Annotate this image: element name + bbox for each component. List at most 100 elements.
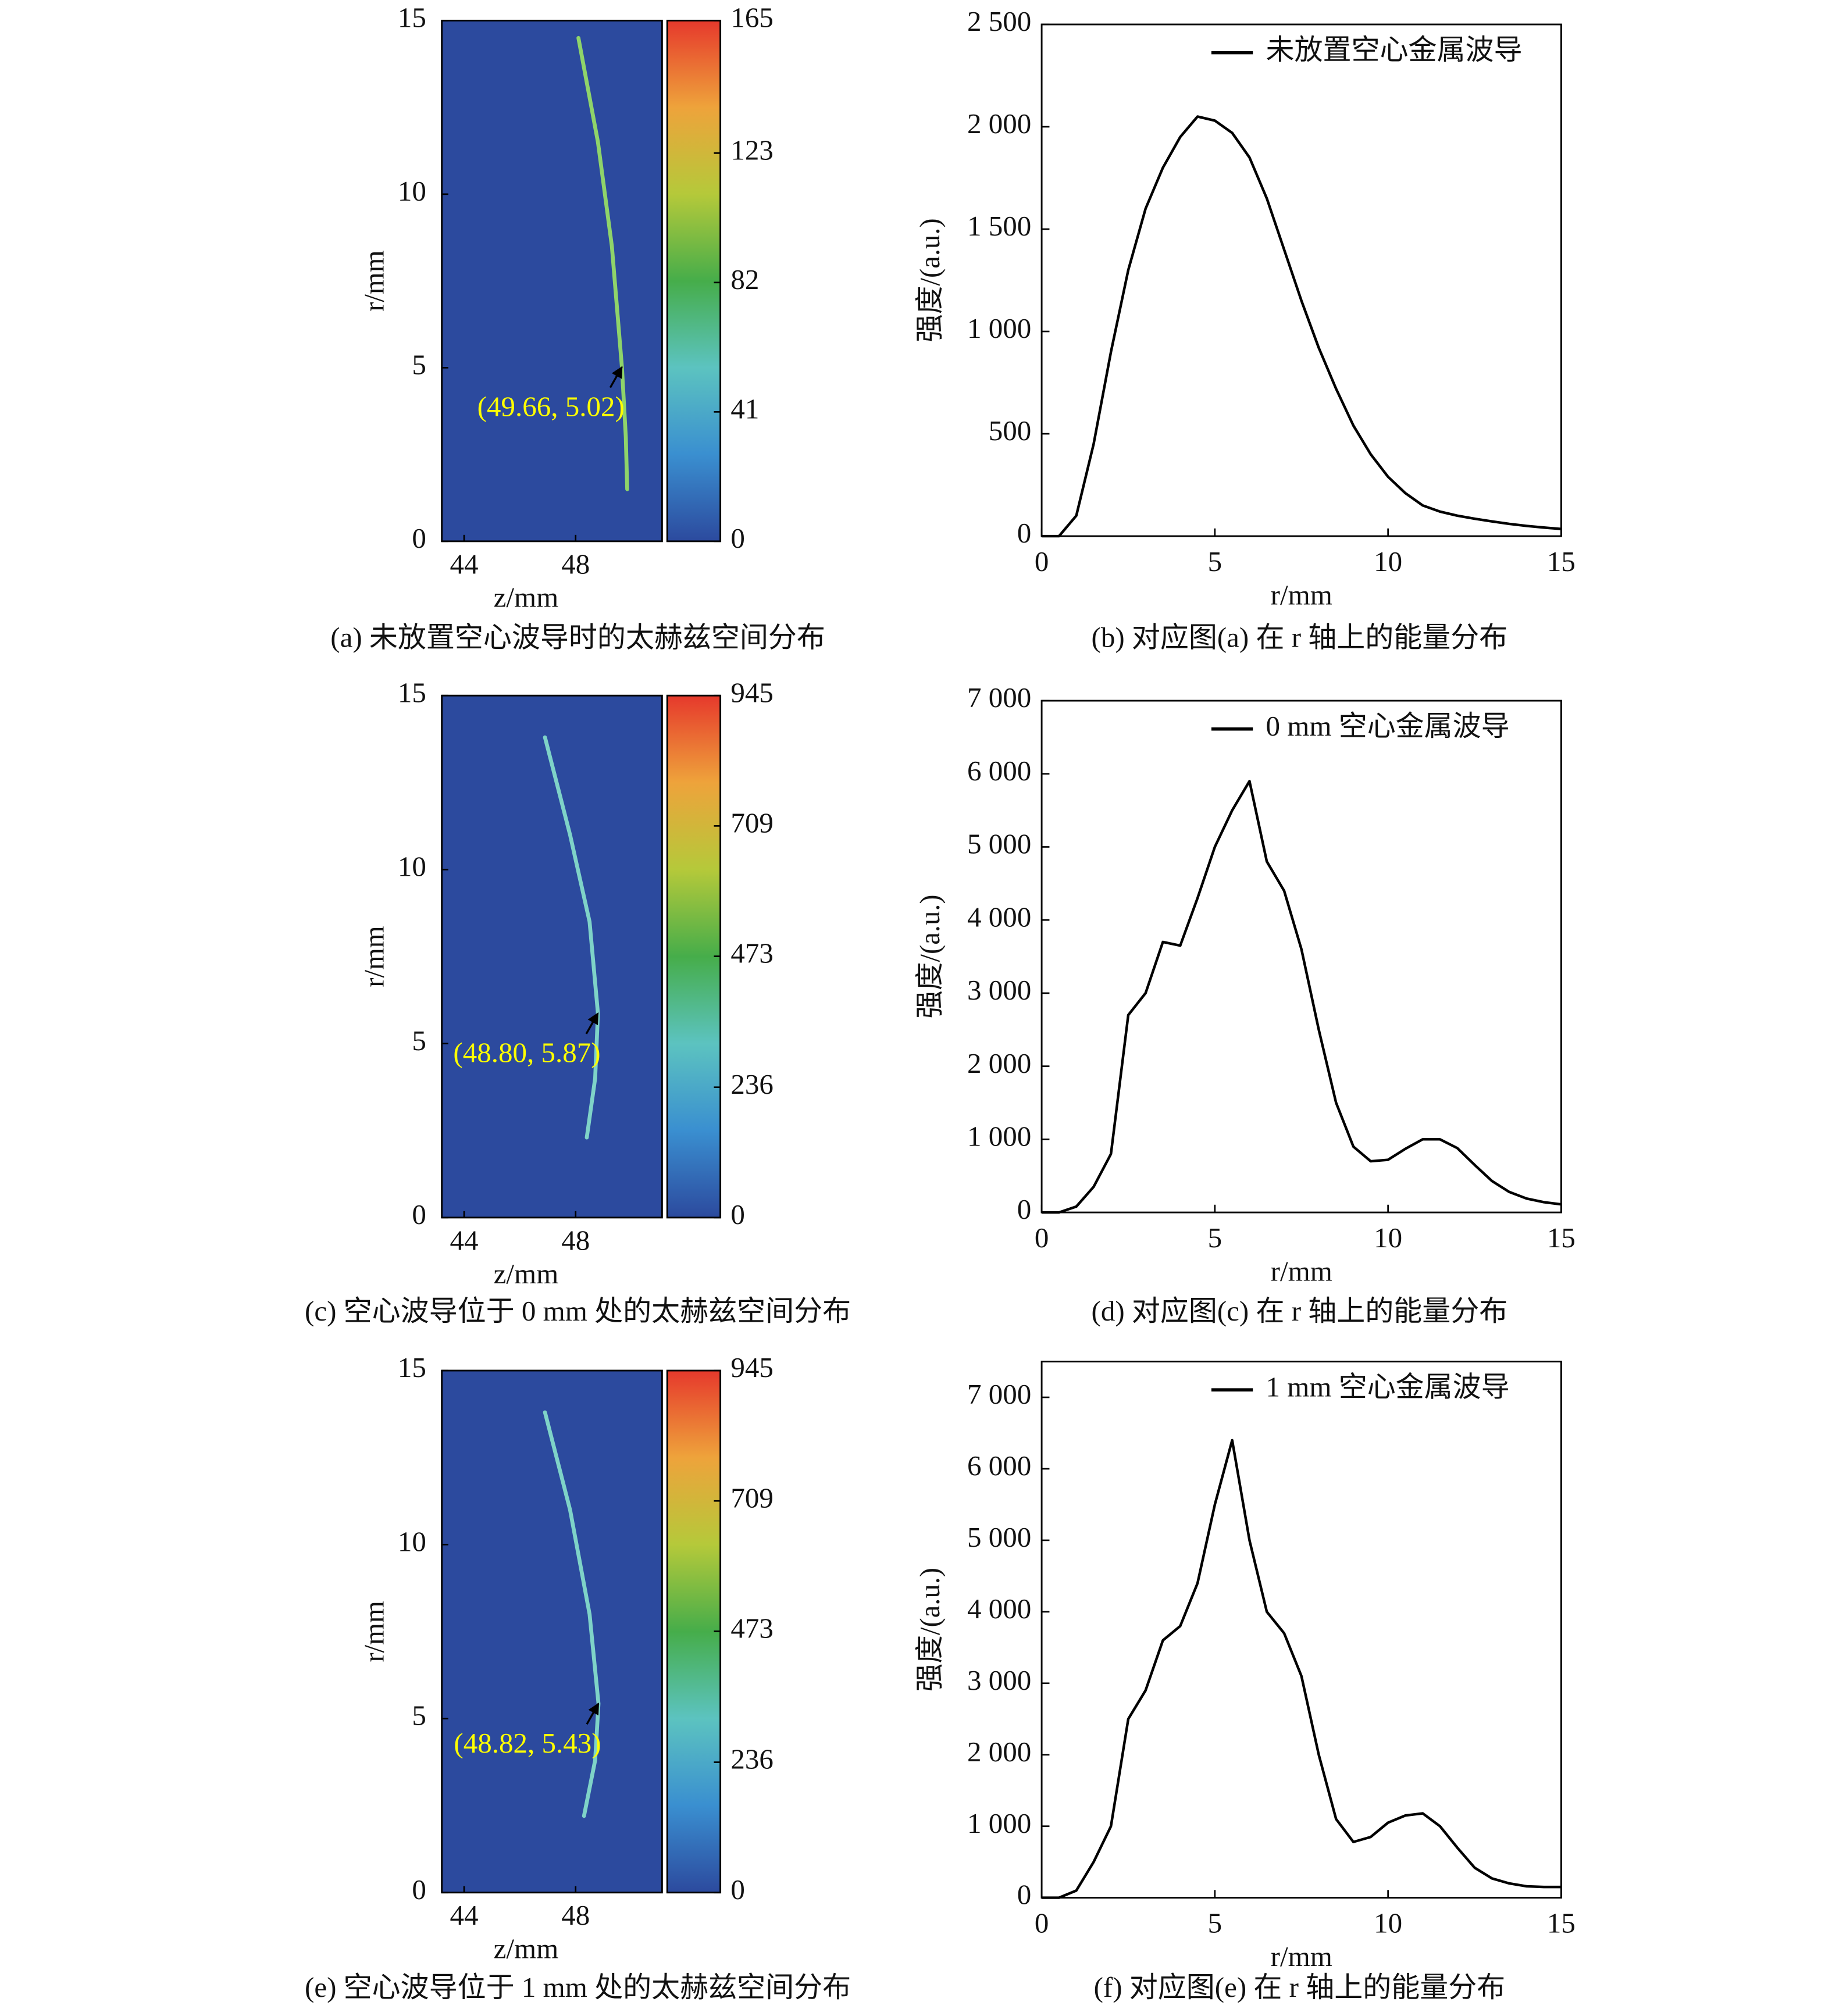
y-tick-label: 5 000 xyxy=(967,828,1031,860)
x-axis-label: z/mm xyxy=(494,1258,559,1290)
colorbar xyxy=(666,694,722,1219)
x-tick-label: 10 xyxy=(1374,1222,1402,1254)
y-tick-label: 7 000 xyxy=(967,681,1031,713)
x-tick-label: 44 xyxy=(450,548,479,580)
y-tick-label: 1 000 xyxy=(967,1121,1031,1152)
y-tick-label: 2 000 xyxy=(967,1736,1031,1768)
y-tick-label: 1 500 xyxy=(967,210,1031,242)
y-axis-label: 强度/(a.u.) xyxy=(914,218,946,342)
x-tick-label: 48 xyxy=(561,1899,590,1931)
x-tick-label: 0 xyxy=(1035,1222,1049,1254)
caption: (c) 空心波导位于 0 mm 处的太赫兹空间分布 xyxy=(305,1295,851,1327)
colorbar-tick-label: 41 xyxy=(730,393,759,425)
y-tick-label: 2 500 xyxy=(967,5,1031,37)
plot-frame xyxy=(441,1369,663,1894)
heatmap-background xyxy=(441,20,662,541)
x-tick-label: 10 xyxy=(1374,545,1402,577)
y-tick-label: 5 000 xyxy=(967,1521,1031,1553)
x-axis-label: r/mm xyxy=(1271,1255,1332,1287)
x-tick-label: 0 xyxy=(1035,545,1049,577)
y-tick-label: 15 xyxy=(398,1351,426,1383)
colorbar-tick-label: 709 xyxy=(730,807,773,839)
colorbar-tick-label: 473 xyxy=(730,1612,773,1644)
y-tick-label: 10 xyxy=(398,851,426,883)
colorbar-tick-label: 0 xyxy=(730,522,744,554)
y-tick-label: 1 000 xyxy=(967,312,1031,344)
annotation-arrow xyxy=(585,1012,599,1034)
caption: (d) 对应图(c) 在 r 轴上的能量分布 xyxy=(1092,1295,1508,1327)
ridge xyxy=(543,1410,601,1818)
colorbar-tick-label: 165 xyxy=(730,2,773,34)
plot-frame xyxy=(1040,1361,1562,1899)
y-tick-label: 10 xyxy=(398,1526,426,1558)
colorbar-tick-label: 945 xyxy=(730,677,773,709)
y-tick-label: 4 000 xyxy=(967,1593,1031,1625)
x-tick-label: 5 xyxy=(1208,1222,1222,1254)
x-tick-label: 15 xyxy=(1547,1222,1576,1254)
y-axis-label: r/mm xyxy=(358,926,390,987)
plot-frame xyxy=(441,19,663,543)
x-tick-label: 44 xyxy=(450,1224,479,1256)
y-tick-label: 0 xyxy=(412,1198,426,1230)
y-tick-label: 5 xyxy=(412,1025,426,1057)
y-tick-label: 5 xyxy=(412,1700,426,1732)
colorbar-tick-label: 236 xyxy=(730,1068,773,1100)
x-axis-label: z/mm xyxy=(494,581,559,613)
annotation: (48.82, 5.43) xyxy=(454,1727,601,1759)
y-tick-label: 2 000 xyxy=(967,1047,1031,1079)
y-tick-label: 0 xyxy=(412,1874,426,1906)
y-tick-label: 0 xyxy=(1017,1879,1031,1911)
x-tick-label: 48 xyxy=(561,1224,590,1256)
x-tick-label: 5 xyxy=(1208,545,1222,577)
y-tick-label: 10 xyxy=(398,175,426,207)
y-tick-label: 6 000 xyxy=(967,755,1031,787)
colorbar-tick-label: 473 xyxy=(730,937,773,969)
y-tick-label: 0 xyxy=(1017,517,1031,549)
y-axis-label: r/mm xyxy=(358,1601,390,1662)
caption: (a) 未放置空心波导时的太赫兹空间分布 xyxy=(330,621,825,653)
ridge xyxy=(543,735,600,1140)
y-axis-label: 强度/(a.u.) xyxy=(914,1568,946,1692)
y-tick-label: 0 xyxy=(1017,1193,1031,1225)
y-tick-label: 5 xyxy=(412,349,426,381)
heatmap-background xyxy=(441,695,662,1218)
x-tick-label: 5 xyxy=(1208,1907,1222,1939)
line-series xyxy=(1042,115,1562,538)
y-tick-label: 7 000 xyxy=(967,1378,1031,1410)
colorbar-tick-label: 0 xyxy=(730,1198,744,1230)
colorbar-tick-label: 945 xyxy=(730,1351,773,1383)
legend-label: 未放置空心金属波导 xyxy=(1266,34,1522,66)
y-tick-label: 4 000 xyxy=(967,901,1031,933)
x-axis-label: z/mm xyxy=(494,1933,559,1965)
annotation: (48.80, 5.87) xyxy=(453,1037,600,1069)
y-tick-label: 500 xyxy=(989,415,1031,447)
plot-frame xyxy=(441,694,663,1219)
line-series xyxy=(1042,1439,1562,1899)
colorbar-tick-label: 236 xyxy=(730,1743,773,1775)
annotation: (49.66, 5.02) xyxy=(477,390,625,422)
ridge xyxy=(576,35,629,491)
x-tick-label: 44 xyxy=(450,1899,479,1931)
x-axis-label: r/mm xyxy=(1271,579,1332,611)
x-tick-label: 15 xyxy=(1547,1907,1576,1939)
annotation-arrow xyxy=(609,366,623,388)
y-tick-label: 0 xyxy=(412,522,426,554)
plot-frame xyxy=(1040,700,1562,1214)
plot-frame xyxy=(1040,23,1562,537)
x-tick-label: 48 xyxy=(561,548,590,580)
colorbar-tick-label: 0 xyxy=(730,1874,744,1906)
x-tick-label: 15 xyxy=(1547,545,1576,577)
y-axis-label: 强度/(a.u.) xyxy=(914,894,946,1018)
heatmap-background xyxy=(441,1371,662,1893)
y-tick-label: 15 xyxy=(398,677,426,709)
caption: (f) 对应图(e) 在 r 轴上的能量分布 xyxy=(1094,1971,1506,2003)
colorbar-tick-label: 82 xyxy=(730,263,759,295)
x-tick-label: 0 xyxy=(1035,1907,1049,1939)
y-axis-label: r/mm xyxy=(358,250,390,311)
legend-label: 0 mm 空心金属波导 xyxy=(1266,710,1509,742)
y-tick-label: 1 000 xyxy=(967,1807,1031,1839)
y-tick-label: 15 xyxy=(398,2,426,34)
y-tick-label: 3 000 xyxy=(967,974,1031,1006)
